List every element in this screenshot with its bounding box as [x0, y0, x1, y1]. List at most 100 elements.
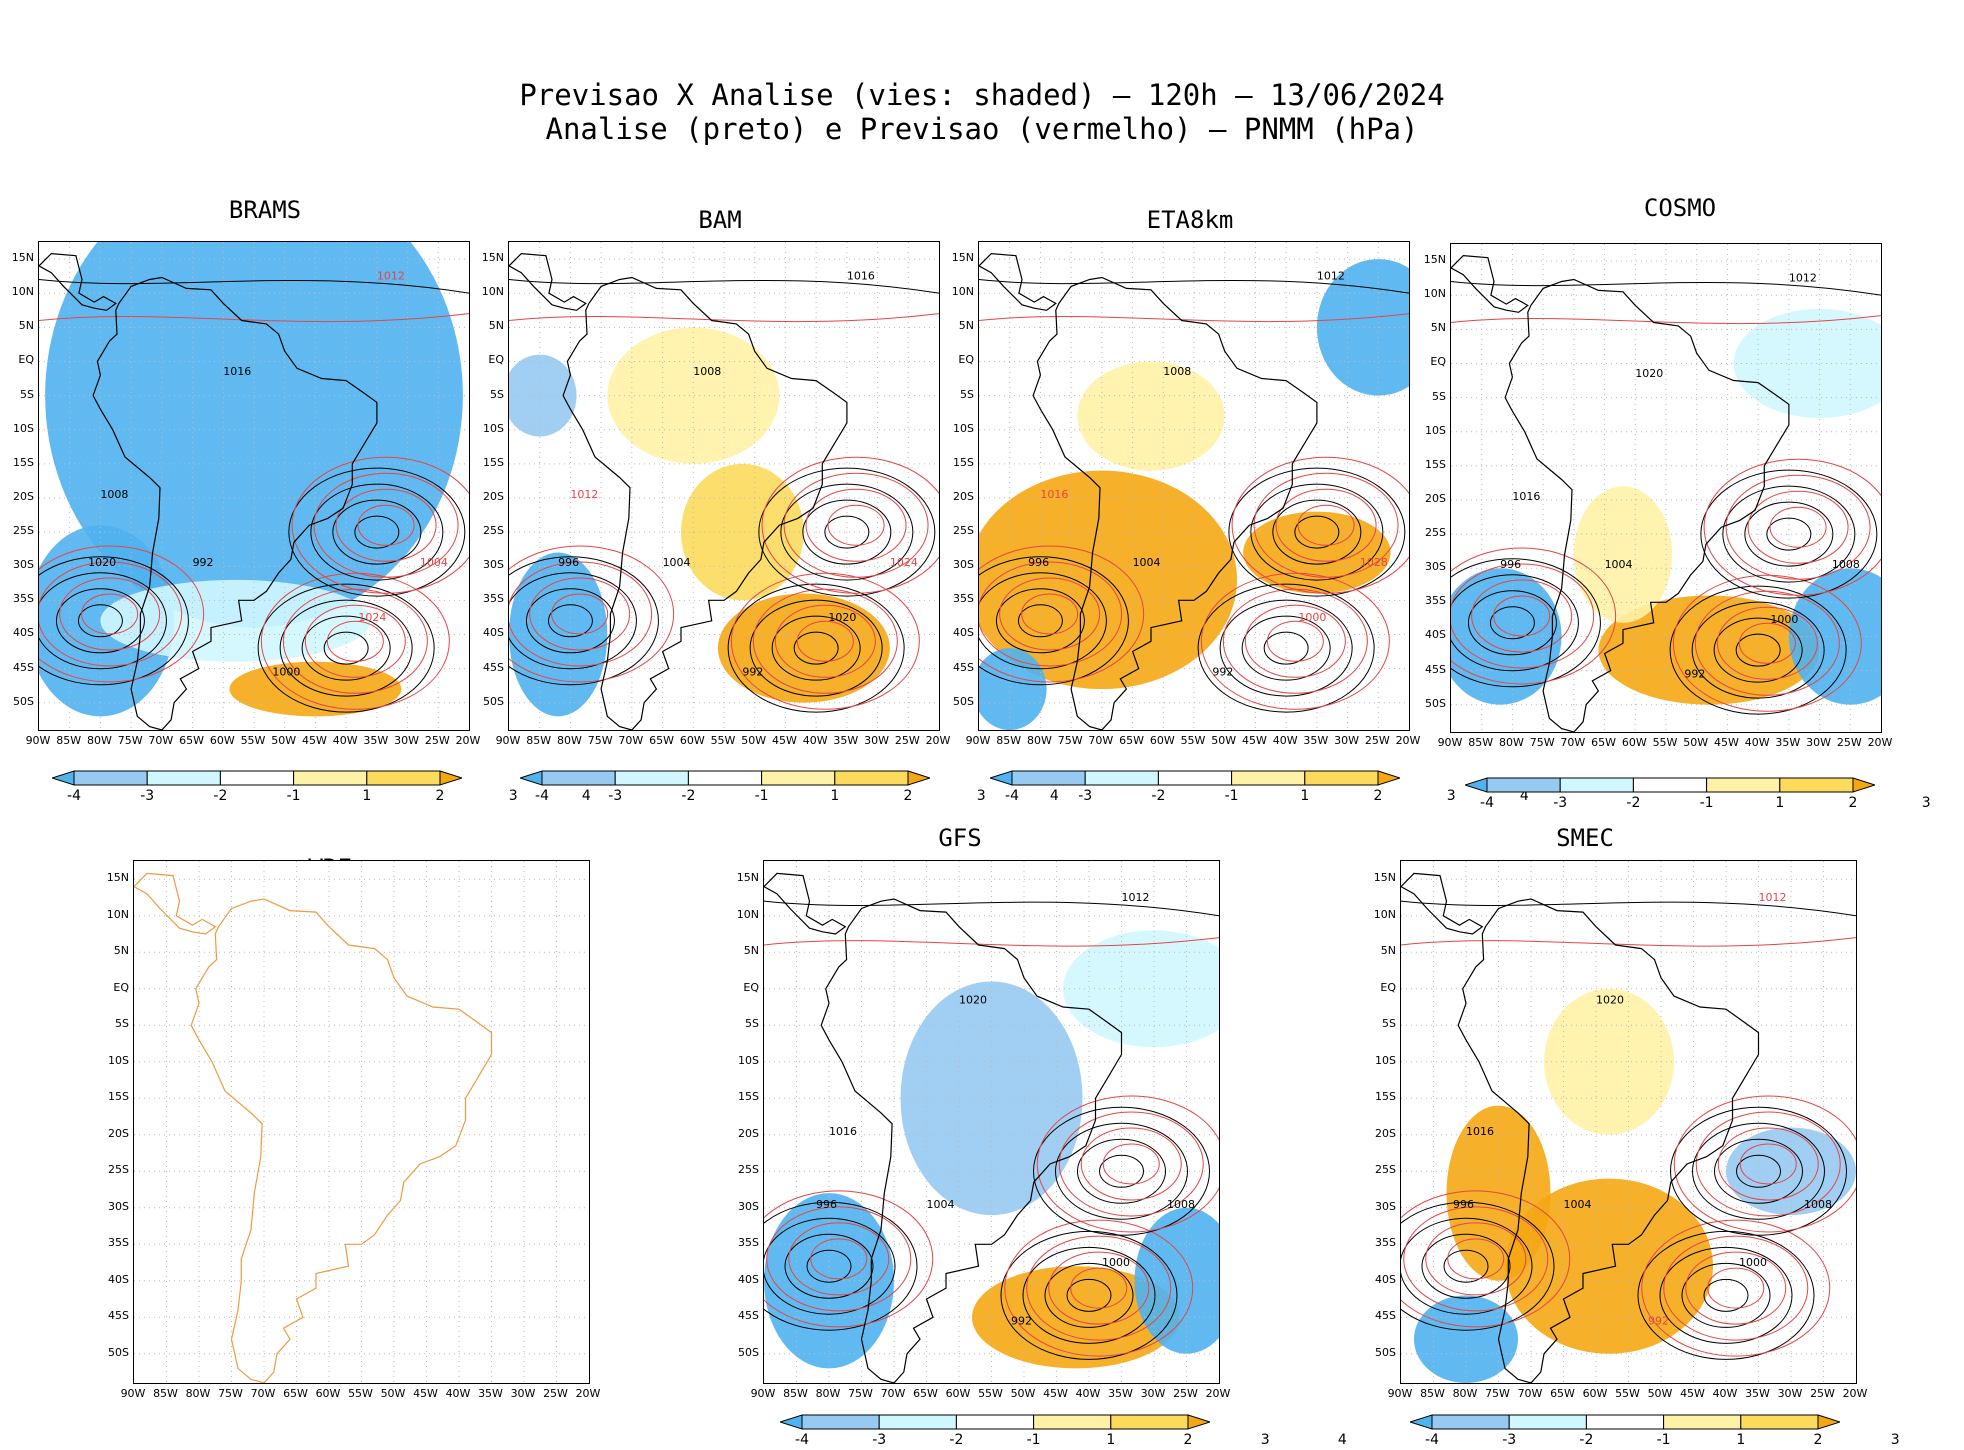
bias-shade — [509, 354, 577, 437]
lat-tick-label: 30S — [1375, 1199, 1396, 1213]
lon-tick-label: 60W — [1149, 734, 1175, 747]
lat-tick-label: 35S — [108, 1236, 129, 1250]
contour-label: 992 — [193, 556, 214, 569]
contour-label: 1008 — [1832, 558, 1860, 571]
colorbar-tick-label: 3 — [1890, 1432, 1900, 1448]
lat-tick-label: 20S — [483, 489, 504, 503]
lat-tick-label: 45S — [108, 1309, 129, 1323]
lon-tick-label: 80W — [1498, 736, 1524, 749]
coastline-south-america — [1504, 278, 1790, 732]
isobar-forecast — [1695, 1111, 1841, 1217]
lon-tick-label: 50W — [1010, 1387, 1036, 1400]
isobar-forecast — [291, 456, 469, 594]
lat-tick-label: 5S — [1382, 1017, 1396, 1031]
lat-tick-label: 15N — [951, 251, 974, 265]
lat-tick-label: 40S — [108, 1272, 129, 1286]
lon-tick-label: 35W — [1745, 1387, 1770, 1400]
bias-shade — [717, 593, 890, 703]
lon-tick-label: 80W — [185, 1387, 211, 1400]
isobar-analysis — [1467, 590, 1557, 656]
contour-label: 1000 — [1739, 1256, 1767, 1269]
lat-tick-label: 10S — [13, 421, 34, 435]
colorbar-tick-label: -2 — [1579, 1432, 1594, 1448]
contour-label: 1004 — [927, 1198, 955, 1211]
isobar-analysis — [995, 588, 1085, 654]
isobar-forecast — [1036, 1095, 1219, 1233]
isobar-analysis — [1451, 574, 1579, 672]
colorbar-tick-label: 4 — [1337, 1432, 1347, 1448]
colorbar-tick-label: 1 — [1775, 795, 1785, 811]
contour-label: 1004 — [663, 556, 691, 569]
panel-title-bam: BAM — [698, 206, 742, 234]
contour-label: 1020 — [88, 556, 116, 569]
contour-label: 1004 — [1133, 556, 1161, 569]
colorbar: -4 -3 -2 -1 1 2 3 4 — [518, 770, 1059, 806]
panel-title-cosmo: COSMO — [1643, 194, 1717, 222]
colorbar-segment — [778, 1414, 803, 1430]
colorbar-segment — [1033, 1414, 1112, 1430]
isobar-analysis — [771, 615, 861, 681]
colorbar-tick-label: -4 — [535, 788, 549, 804]
isobar-analysis — [1401, 1217, 1533, 1315]
lon-tick-label: 70W — [880, 1387, 906, 1400]
lat-tick-label: 5S — [115, 1017, 129, 1031]
colorbar-tick-label: 4 — [1519, 788, 1529, 804]
isobar-forecast — [1769, 506, 1827, 548]
lat-tick-label: 5S — [490, 387, 504, 401]
colorbar-tick-label: 1 — [1300, 788, 1310, 804]
bias-shade — [900, 981, 1083, 1216]
coastline-south-america — [190, 898, 493, 1383]
contour-label: 996 — [558, 556, 579, 569]
isobar-analysis — [1055, 1122, 1188, 1220]
isobar-analysis — [509, 556, 659, 686]
colorbar-segment — [541, 770, 616, 786]
lat-tick-label: 30S — [953, 558, 974, 572]
lat-tick-label: 40S — [1425, 628, 1446, 642]
coastline-central-america — [39, 252, 117, 311]
isobar-forecast — [1401, 937, 1856, 947]
lat-tick-label: 5S — [20, 387, 34, 401]
isobar-analysis — [509, 572, 637, 670]
lat-tick-label: EQ — [18, 353, 34, 367]
lat-tick-label: 15S — [1425, 457, 1446, 471]
isobar-analysis — [758, 467, 936, 597]
lon-tick-label: 80W — [1452, 1387, 1478, 1400]
isobar-forecast — [39, 545, 205, 683]
colorbar-tick-label: -4 — [1425, 1432, 1439, 1448]
lon-tick-label: 20W — [455, 734, 481, 747]
figure-title-line-2: Analise (preto) e Previsao (vermelho) — … — [545, 112, 1419, 146]
lat-tick-label: 15S — [738, 1090, 759, 1104]
isobar-analysis — [979, 279, 1409, 294]
contour-label: 1008 — [100, 488, 128, 501]
isobar-analysis — [1219, 599, 1353, 697]
lat-tick-label: 10N — [736, 907, 759, 921]
lat-tick-label: 5N — [1380, 944, 1396, 958]
lat-tick-label: 25S — [738, 1163, 759, 1177]
isobar-forecast — [1725, 474, 1871, 580]
lon-tick-label: 85W — [1468, 736, 1494, 749]
colorbar-tick-label: 1 — [1106, 1432, 1116, 1448]
isobar-forecast — [304, 604, 406, 678]
contour-label: 1004 — [420, 556, 448, 569]
lat-tick-label: 30S — [1425, 560, 1446, 574]
contour-label: 1000 — [272, 665, 300, 678]
isobar-forecast — [1026, 1235, 1172, 1341]
isobar-analysis — [979, 556, 1129, 686]
lon-tick-label: 80W — [556, 734, 582, 747]
isobar-analysis — [1066, 1278, 1112, 1312]
lon-tick-label: 60W — [1621, 736, 1647, 749]
isobar-analysis — [332, 499, 422, 565]
colorbar-segment — [518, 770, 543, 786]
colorbar-tick-label: -2 — [1151, 788, 1166, 804]
map-panel-gfs: 1016 1012 1020 1008 996 1004 992 1000 — [763, 860, 1220, 1384]
lat-tick-label: 35S — [13, 592, 34, 606]
panel-title-gfs: GFS — [938, 824, 982, 852]
isobar-forecast — [1663, 1235, 1809, 1341]
lon-tick-label: 55W — [710, 734, 736, 747]
isobar-analysis — [824, 515, 870, 549]
colorbar-segment — [1157, 770, 1233, 786]
map-panel-eta8km: 1016 1012 1008 1028 996 1004 992 1000 — [978, 241, 1410, 731]
colorbar: -4 -3 -2 -1 1 2 3 4 — [50, 770, 591, 806]
colorbar-tick-label: 4 — [1049, 788, 1059, 804]
isobar-forecast — [39, 561, 183, 667]
